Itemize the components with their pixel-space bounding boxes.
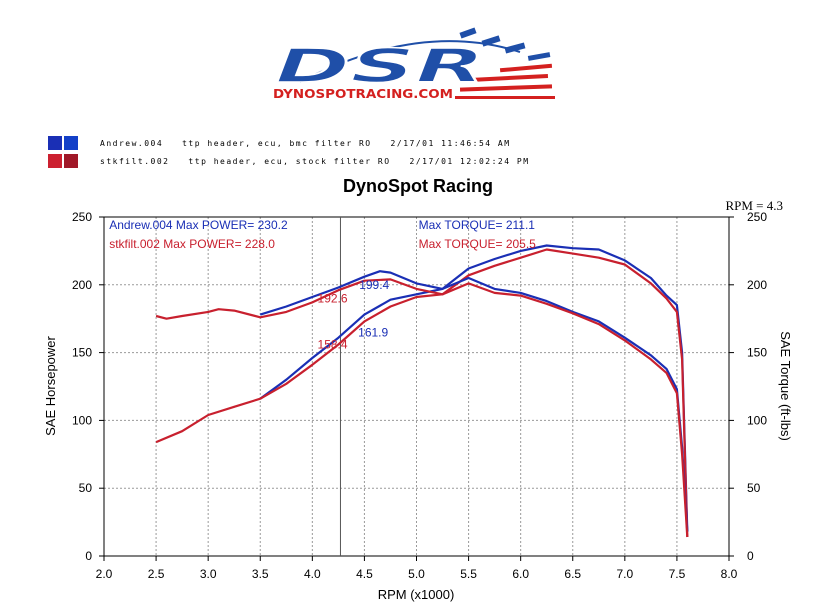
x-tick-label: 2.5 xyxy=(148,567,165,581)
run-color-swatch xyxy=(64,136,78,150)
left-tick-label: 150 xyxy=(72,346,92,360)
x-tick-label: 6.5 xyxy=(564,567,581,581)
max-value-label: Max TORQUE= 211.1 xyxy=(419,218,536,232)
left-tick-label: 100 xyxy=(72,413,92,427)
right-tick-label: 200 xyxy=(747,278,767,292)
cursor-value-label: 192.6 xyxy=(318,291,348,305)
x-tick-label: 6.0 xyxy=(512,567,529,581)
cursor-readouts: 199.4 192.6 161.9 158.4 xyxy=(318,278,390,352)
cursor-value-label: 199.4 xyxy=(359,278,389,292)
right-tick-label: 100 xyxy=(747,413,767,427)
x-tick-label: 5.5 xyxy=(460,567,477,581)
left-axis-ticks: 0 50 100 150 200 250 xyxy=(72,210,104,563)
right-axis-ticks: 0 50 100 150 200 250 xyxy=(729,210,767,563)
max-value-label: stkfilt.002 Max POWER= 228.0 xyxy=(109,237,275,251)
right-tick-label: 50 xyxy=(747,481,761,495)
max-value-label: Andrew.004 Max POWER= 230.2 xyxy=(109,218,288,232)
left-tick-label: 50 xyxy=(79,481,93,495)
x-tick-label: 7.5 xyxy=(669,567,686,581)
x-axis-ticks: 2.0 2.5 3.0 3.5 4.0 4.5 5.0 5.5 6.0 6.5 7.0 7.5 8.0 xyxy=(96,556,738,581)
logo-swoosh-arc xyxy=(299,40,521,83)
series-line-andrew-004-horsepower xyxy=(259,244,689,532)
x-tick-label: 4.0 xyxy=(304,567,321,581)
x-axis-label: RPM (x1000) xyxy=(378,587,455,602)
cursor-value-label: 158.4 xyxy=(318,338,348,352)
x-tick-label: 2.0 xyxy=(96,567,113,581)
dsr-logo: DSR DYNOSPOTRACING.COM xyxy=(273,27,555,101)
x-tick-label: 8.0 xyxy=(721,567,738,581)
max-readouts: Andrew.004 Max POWER= 230.2 stkfilt.002 M… xyxy=(109,218,536,251)
left-tick-label: 200 xyxy=(72,278,92,292)
right-tick-label: 0 xyxy=(747,549,754,563)
series-line-andrew-004-torque xyxy=(259,270,689,532)
run-description: stkfilt.002 ttp header, ecu, stock filte… xyxy=(100,157,530,166)
logo-brand-text: DSR xyxy=(275,39,485,93)
left-axis-label: SAE Horsepower xyxy=(43,335,58,435)
max-value-label: Max TORQUE= 205.5 xyxy=(419,237,537,251)
x-tick-label: 3.0 xyxy=(200,567,217,581)
chart-title: DynoSpot Racing xyxy=(342,176,493,196)
left-tick-label: 0 xyxy=(85,549,92,563)
cursor-rpm-label: RPM = 4.3 xyxy=(725,198,783,213)
right-tick-label: 150 xyxy=(747,346,767,360)
x-tick-label: 7.0 xyxy=(616,567,633,581)
run-color-swatch xyxy=(48,136,62,150)
x-tick-label: 5.0 xyxy=(408,567,425,581)
run-color-swatch xyxy=(48,154,62,168)
chart-grid xyxy=(104,217,729,556)
logo-site-text: DYNOSPOTRACING.COM xyxy=(273,87,453,101)
x-tick-label: 3.5 xyxy=(252,567,269,581)
logo-swoosh-stripes xyxy=(455,27,555,99)
cursor-value-label: 161.9 xyxy=(358,325,388,339)
series-line-stkfilt-002-torque xyxy=(155,278,689,538)
x-tick-label: 4.5 xyxy=(356,567,373,581)
run-color-swatch xyxy=(64,154,78,168)
right-axis-label: SAE Torque (ft-lbs) xyxy=(778,331,793,441)
series-lines xyxy=(155,244,689,538)
series-line-stkfilt-002-horsepower xyxy=(155,248,689,538)
right-tick-label: 250 xyxy=(747,210,767,224)
left-tick-label: 250 xyxy=(72,210,92,224)
run-description: Andrew.004 ttp header, ecu, bmc filter R… xyxy=(100,139,511,148)
